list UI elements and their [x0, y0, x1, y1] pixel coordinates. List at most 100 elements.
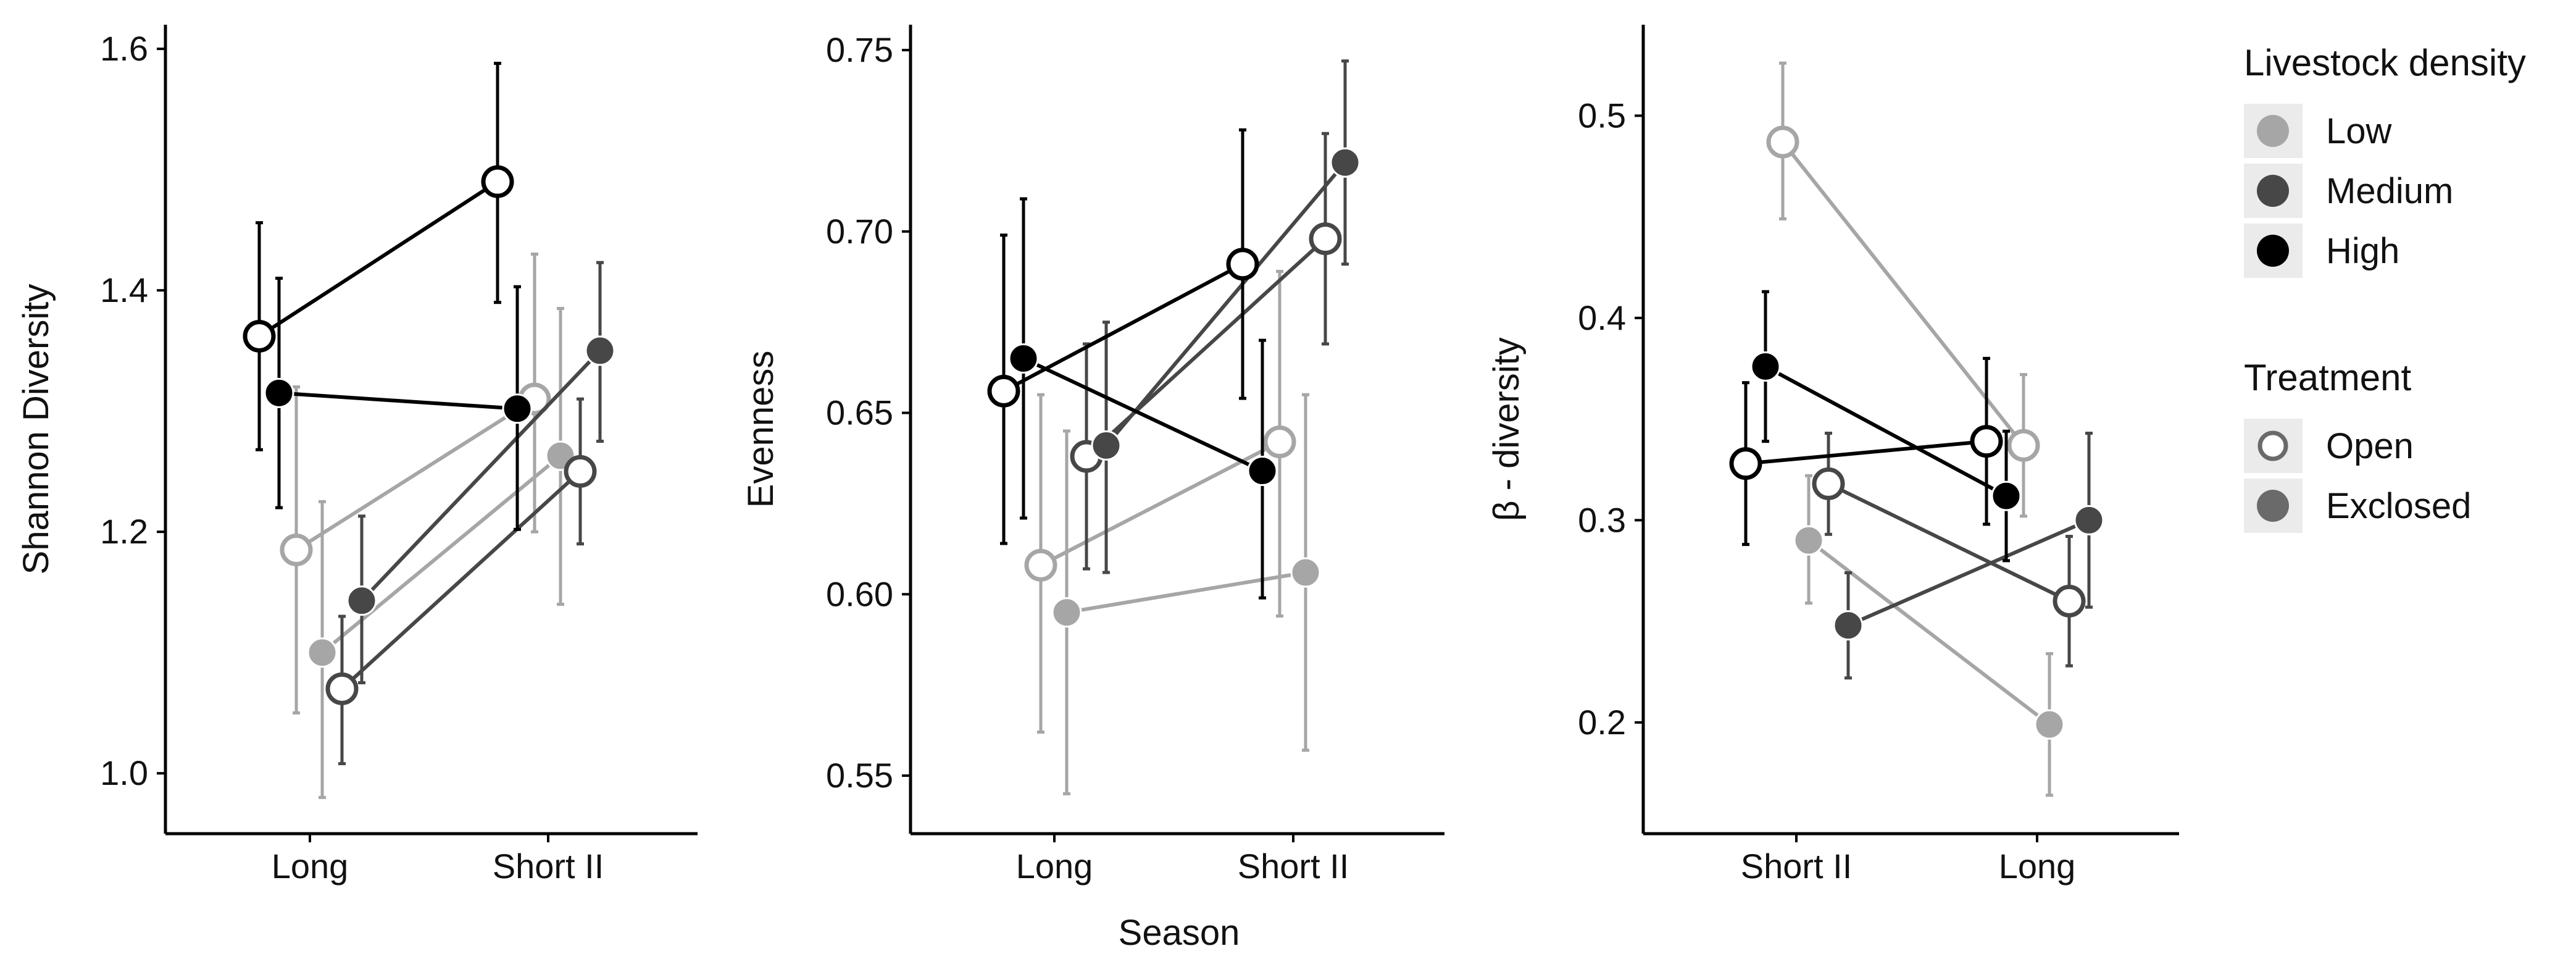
legend-swatch — [2257, 430, 2288, 461]
data-point — [1226, 248, 1259, 281]
data-point — [1263, 425, 1296, 459]
series-high-exclosed — [1008, 197, 1278, 600]
data-marks — [243, 62, 615, 799]
x-tick-label: Long — [272, 847, 349, 886]
panel-shannon: Shannon Diversity 1.0 1.2 1.4 1.6 Long Short… — [16, 25, 698, 886]
series-line — [1807, 538, 2051, 726]
legend-item-high: High — [2244, 224, 2399, 278]
panel-evenness: Evenness 0.55 0.60 0.65 0.70 0.75 Long Short … — [741, 25, 1444, 886]
series-line — [1764, 364, 2007, 498]
y-tick-label: 1.0 — [100, 753, 148, 792]
series-line — [340, 470, 582, 690]
legend-item-low: Low — [2244, 104, 2393, 158]
legend-swatch — [2257, 490, 2289, 522]
series-line — [1745, 439, 1987, 466]
legend-treatment-items: Open Exclosed — [2244, 419, 2471, 533]
series-line — [278, 391, 518, 411]
legend-item-open: Open — [2244, 419, 2414, 473]
y-tick-label: 0.70 — [826, 212, 893, 251]
x-ticks: Long Short II — [272, 834, 604, 886]
data-point — [280, 534, 313, 567]
series-high-open — [243, 62, 514, 451]
series-line — [295, 397, 536, 552]
series-medium-open — [325, 397, 597, 766]
data-point — [1970, 425, 2003, 458]
legend-item-exclosed: Exclosed — [2244, 479, 2471, 533]
y-tick-label: 1.6 — [100, 29, 148, 68]
y-axis-title: β - diversity — [1486, 337, 1527, 521]
y-tick-label: 0.3 — [1578, 500, 1626, 539]
data-point — [1247, 456, 1278, 487]
data-point — [481, 165, 514, 198]
data-point — [264, 377, 294, 408]
data-point — [1750, 351, 1781, 382]
data-point — [1833, 610, 1864, 641]
series-medium-exclosed — [346, 261, 615, 685]
y-tick-label: 1.2 — [100, 512, 148, 551]
y-tick-label: 0.65 — [826, 393, 893, 432]
data-point — [307, 637, 338, 668]
data-marks — [1729, 61, 2104, 797]
legend-label: Low — [2326, 111, 2393, 151]
series-low-open — [1766, 61, 2040, 518]
y-tick-label: 0.55 — [826, 756, 893, 795]
data-marks — [987, 59, 1361, 795]
y-tick-label: 0.4 — [1578, 298, 1626, 337]
series-line — [1781, 141, 2025, 447]
x-axis-title: Season — [1119, 913, 1240, 953]
series-high-open — [1729, 356, 2003, 547]
data-point — [1008, 343, 1039, 374]
legend-density-items: Low Medium High — [2244, 104, 2453, 278]
series-line — [1847, 518, 2090, 627]
data-point — [1091, 430, 1122, 461]
y-tick-label: 0.60 — [826, 574, 893, 613]
legend-swatch — [2257, 235, 2289, 267]
data-point — [325, 672, 359, 705]
y-axis-title: Shannon Diversity — [16, 284, 56, 575]
x-ticks: Long Short II — [1016, 834, 1349, 886]
series-high-exclosed — [264, 277, 533, 531]
series-low-open — [280, 252, 551, 714]
legend-label: Open — [2326, 426, 2414, 466]
data-point — [1330, 147, 1361, 178]
data-point — [1812, 467, 1845, 500]
series-line — [1022, 356, 1264, 473]
x-tick-label: Long — [1999, 847, 2076, 886]
panel-beta: β - diversity 0.2 0.3 0.4 0.5 Short II Long — [1486, 25, 2179, 886]
data-point — [1024, 548, 1057, 582]
series-line — [1066, 571, 1306, 614]
y-ticks: 1.0 1.2 1.4 1.6 — [100, 29, 165, 792]
x-tick-label: Long — [1016, 847, 1093, 886]
series-high-open — [987, 128, 1259, 545]
data-point — [1729, 447, 1762, 480]
legend: Livestock density Low Medium High Treatmen… — [2244, 42, 2526, 533]
data-point — [585, 335, 615, 366]
data-point — [1290, 557, 1321, 588]
y-tick-label: 0.2 — [1578, 703, 1626, 742]
series-low-open — [1024, 269, 1296, 734]
series-medium-exclosed — [1091, 59, 1361, 574]
series-medium-open — [1812, 432, 2086, 668]
y-tick-label: 0.75 — [826, 30, 893, 69]
data-point — [564, 455, 597, 488]
x-tick-label: Short II — [493, 847, 604, 886]
legend-title-density: Livestock density — [2244, 42, 2526, 83]
series-line — [258, 180, 499, 338]
data-point — [2034, 709, 2065, 740]
y-tick-label: 0.5 — [1578, 96, 1626, 135]
y-axis-title: Evenness — [741, 351, 781, 508]
legend-label: Exclosed — [2326, 486, 2471, 526]
series-line — [1827, 482, 2070, 603]
y-ticks: 0.2 0.3 0.4 0.5 — [1578, 96, 1643, 742]
data-point — [1309, 222, 1342, 256]
data-point — [502, 393, 533, 424]
y-tick-label: 1.4 — [100, 270, 148, 309]
y-ticks: 0.55 0.60 0.65 0.70 0.75 — [826, 30, 911, 795]
series-line — [1040, 440, 1281, 567]
data-point — [987, 374, 1020, 408]
series-line — [360, 349, 602, 602]
x-tick-label: Short II — [1741, 847, 1853, 886]
series-high-exclosed — [1750, 290, 2022, 563]
series-medium-open — [1070, 132, 1342, 571]
